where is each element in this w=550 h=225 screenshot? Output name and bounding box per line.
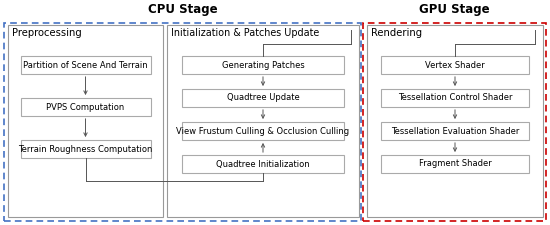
Text: Partition of Scene And Terrain: Partition of Scene And Terrain xyxy=(23,61,148,70)
Text: Tessellation Evaluation Shader: Tessellation Evaluation Shader xyxy=(391,126,519,135)
Text: GPU Stage: GPU Stage xyxy=(419,4,490,16)
Bar xyxy=(20,98,151,116)
Bar xyxy=(20,56,151,74)
Bar xyxy=(182,56,344,74)
Text: Generating Patches: Generating Patches xyxy=(222,61,304,70)
Bar xyxy=(20,140,151,158)
Text: Tessellation Control Shader: Tessellation Control Shader xyxy=(398,94,512,103)
Bar xyxy=(167,25,359,217)
Bar xyxy=(4,23,361,221)
Text: Vertex Shader: Vertex Shader xyxy=(425,61,485,70)
Text: View Frustum Culling & Occlusion Culling: View Frustum Culling & Occlusion Culling xyxy=(177,126,350,135)
Bar xyxy=(381,122,529,140)
Text: CPU Stage: CPU Stage xyxy=(148,4,217,16)
Text: Terrain Roughness Computation: Terrain Roughness Computation xyxy=(18,144,153,153)
Text: Initialization & Patches Update: Initialization & Patches Update xyxy=(171,28,319,38)
Bar xyxy=(367,25,543,217)
Bar xyxy=(182,155,344,173)
Bar xyxy=(8,25,163,217)
Bar xyxy=(381,56,529,74)
Text: Rendering: Rendering xyxy=(371,28,422,38)
Text: Preprocessing: Preprocessing xyxy=(12,28,82,38)
Text: Quadtree Update: Quadtree Update xyxy=(227,94,299,103)
Bar xyxy=(363,23,546,221)
Bar xyxy=(182,122,344,140)
Text: Quadtree Initialization: Quadtree Initialization xyxy=(216,160,310,169)
Text: PVPS Computation: PVPS Computation xyxy=(46,103,125,112)
Text: Fragment Shader: Fragment Shader xyxy=(419,160,491,169)
Bar xyxy=(381,89,529,107)
Bar xyxy=(381,155,529,173)
Bar xyxy=(182,89,344,107)
